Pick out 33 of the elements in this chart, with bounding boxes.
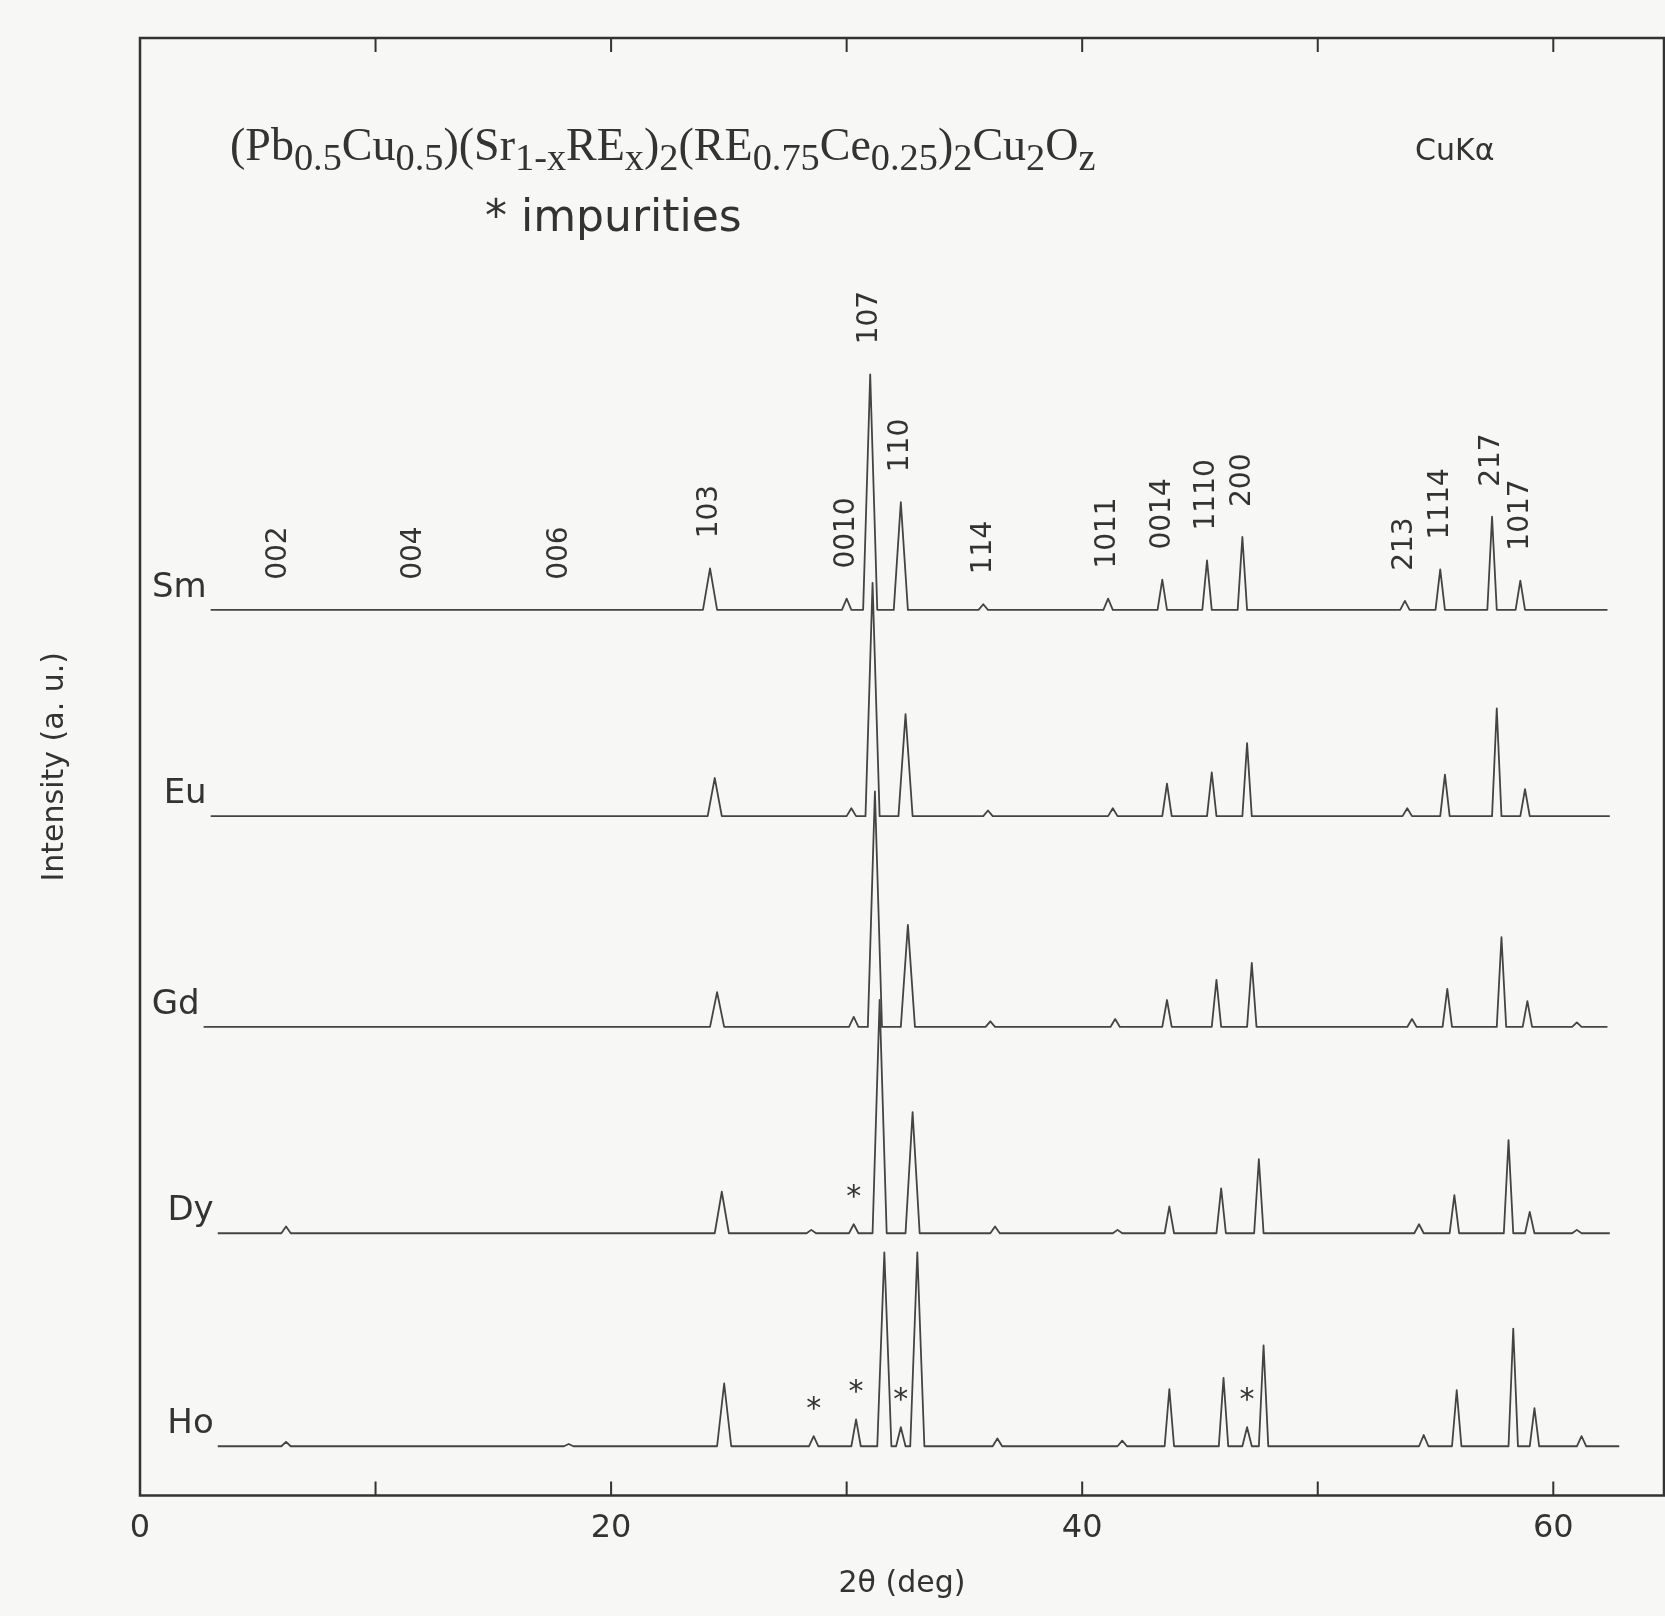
annotation: 1011 xyxy=(1089,497,1123,569)
series-label: Sm xyxy=(151,564,207,605)
annotation: * xyxy=(1239,1381,1255,1416)
annotation: 1114 xyxy=(1421,468,1455,540)
x-axis-title: 2θ (deg) xyxy=(838,1563,966,1599)
annotation: 213 xyxy=(1386,517,1420,571)
annotation: 200 xyxy=(1223,453,1257,507)
chart-title: (Pb$_{0.5}$Cu$_{0.5}$)(Sr$_{1-x}$RE$_{x}$)$_{2}$(RE$_{0.75}$Ce$_{0.25}$)$_{2}$Cu$_{2}$O$_{z}$ xyxy=(230,119,1096,179)
annotation: 110 xyxy=(882,418,916,473)
annotation: * xyxy=(848,1373,864,1409)
x-tick-label: 40 xyxy=(1061,1507,1103,1546)
annotation: 0014 xyxy=(1143,478,1177,550)
annotation: 006 xyxy=(540,526,574,580)
annotation: 002 xyxy=(260,526,294,580)
annotation: * xyxy=(893,1381,909,1416)
annotation: 0010 xyxy=(827,497,861,569)
text: * impurities xyxy=(485,190,742,241)
annotation: 103 xyxy=(691,484,725,539)
series-label: Eu xyxy=(163,770,207,811)
annotation: 1110 xyxy=(1188,459,1222,531)
text: CuKα xyxy=(1415,132,1495,167)
y-axis-title: Intensity (a. u.) xyxy=(34,652,70,882)
series-label: Gd xyxy=(151,981,200,1022)
annotation: * xyxy=(806,1389,822,1425)
annotation: 114 xyxy=(964,520,998,575)
x-tick-label: 60 xyxy=(1532,1507,1574,1546)
annotation: 004 xyxy=(394,526,428,580)
series-label: Dy xyxy=(167,1188,214,1229)
annotation: * xyxy=(846,1178,862,1214)
x-tick-label: 20 xyxy=(590,1507,632,1546)
annotation: 107 xyxy=(851,290,885,345)
series-label: Ho xyxy=(167,1401,214,1442)
x-tick-label: 0 xyxy=(129,1507,151,1546)
